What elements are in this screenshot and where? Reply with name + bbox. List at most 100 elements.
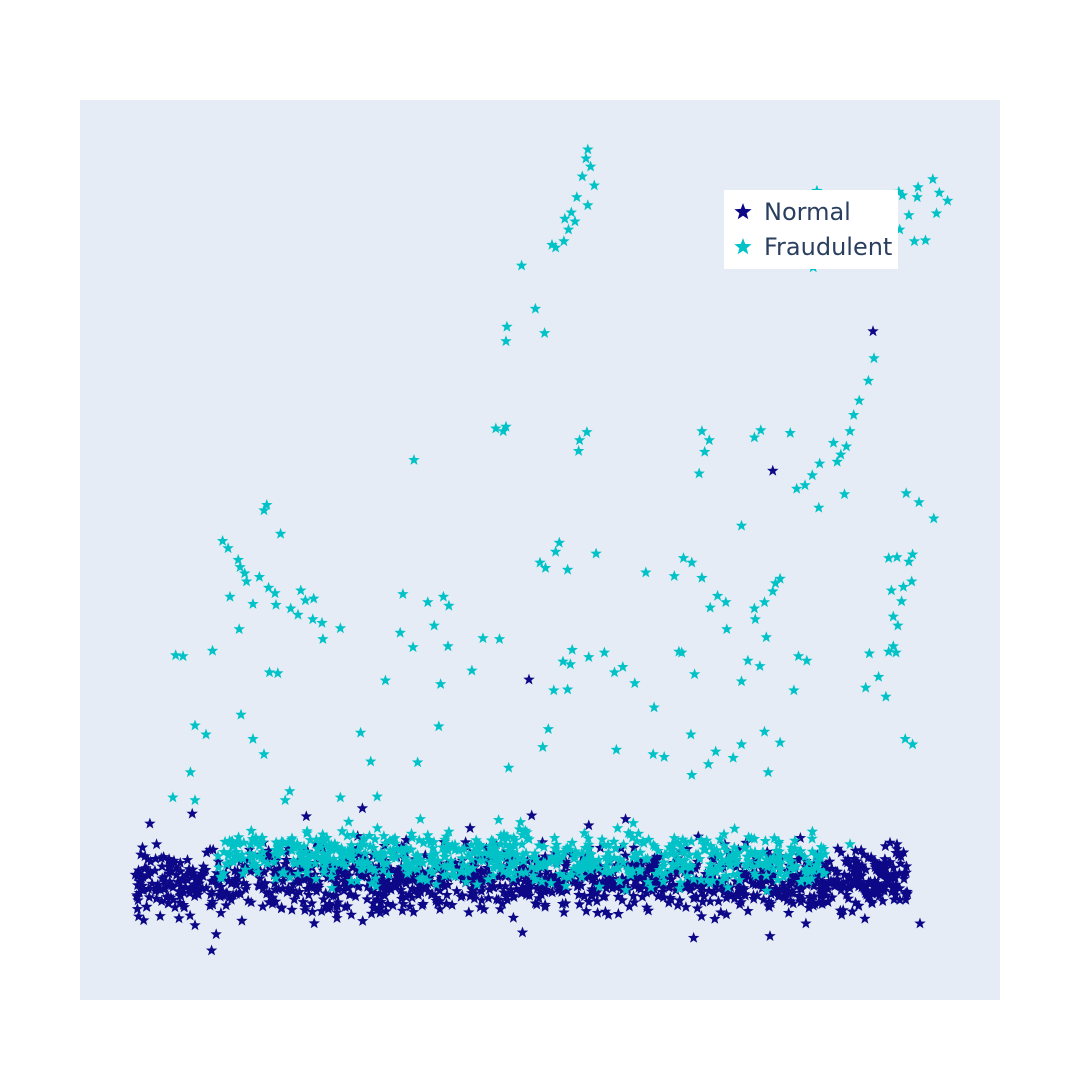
point-fraudulent xyxy=(427,849,439,861)
point-normal xyxy=(451,885,463,896)
point-normal xyxy=(620,875,632,886)
point-normal xyxy=(259,877,271,888)
legend[interactable]: Normal Fraudulent xyxy=(724,190,898,269)
point-fraudulent xyxy=(760,869,772,881)
point-normal xyxy=(406,891,418,903)
point-normal xyxy=(629,880,641,891)
point-fraudulent xyxy=(704,858,717,870)
point-normal xyxy=(597,875,609,887)
point-fraudulent xyxy=(413,834,425,846)
point-fraudulent xyxy=(432,861,444,873)
point-fraudulent xyxy=(568,862,580,874)
point-normal xyxy=(415,878,427,890)
point-fraudulent xyxy=(814,457,826,469)
legend-label-normal[interactable]: Normal xyxy=(764,198,851,226)
point-normal xyxy=(174,857,186,868)
point-normal xyxy=(313,875,325,887)
point-normal xyxy=(679,881,691,893)
point-normal xyxy=(173,912,185,924)
point-normal xyxy=(494,880,506,891)
point-normal xyxy=(858,848,870,860)
point-fraudulent xyxy=(712,860,725,872)
point-fraudulent xyxy=(251,836,263,848)
point-normal xyxy=(322,871,334,883)
point-normal xyxy=(299,901,311,912)
point-fraudulent xyxy=(422,829,434,841)
point-normal xyxy=(763,873,776,885)
point-normal xyxy=(186,807,198,819)
point-fraudulent xyxy=(322,848,335,859)
point-fraudulent xyxy=(704,877,716,889)
point-normal xyxy=(353,869,365,881)
point-normal xyxy=(215,907,227,918)
point-normal xyxy=(432,875,444,887)
point-normal xyxy=(476,894,488,905)
point-normal xyxy=(704,895,716,907)
point-fraudulent xyxy=(389,837,401,849)
point-fraudulent xyxy=(666,843,679,855)
point-normal xyxy=(262,844,275,856)
point-fraudulent xyxy=(696,571,708,583)
point-normal xyxy=(373,903,385,915)
point-normal xyxy=(398,871,410,882)
point-fraudulent xyxy=(525,861,538,872)
point-fraudulent xyxy=(387,848,399,860)
point-fraudulent xyxy=(411,863,423,875)
point-normal xyxy=(841,856,854,868)
point-normal xyxy=(367,897,380,909)
point-fraudulent xyxy=(774,736,786,748)
point-normal xyxy=(541,866,553,877)
point-normal xyxy=(767,877,779,889)
point-fraudulent xyxy=(610,743,623,755)
point-normal xyxy=(138,914,150,926)
point-normal xyxy=(419,849,431,861)
point-normal xyxy=(468,892,481,904)
point-normal xyxy=(291,888,303,900)
point-fraudulent xyxy=(566,836,578,848)
point-normal xyxy=(764,930,776,941)
point-normal xyxy=(898,867,910,879)
point-fraudulent xyxy=(309,857,321,869)
point-fraudulent xyxy=(300,858,313,870)
point-fraudulent xyxy=(780,850,792,862)
point-fraudulent xyxy=(803,875,815,887)
point-normal xyxy=(617,872,629,884)
point-fraudulent xyxy=(496,847,508,859)
point-fraudulent xyxy=(770,844,783,856)
point-fraudulent xyxy=(507,847,519,859)
point-fraudulent xyxy=(919,234,932,246)
point-fraudulent xyxy=(500,420,512,432)
point-fraudulent xyxy=(582,199,594,211)
point-fraudulent xyxy=(748,602,761,614)
point-fraudulent xyxy=(428,859,440,870)
point-fraudulent xyxy=(590,547,602,559)
point-fraudulent xyxy=(671,848,683,859)
point-fraudulent xyxy=(564,658,577,670)
point-fraudulent xyxy=(778,870,790,882)
point-normal xyxy=(310,837,322,849)
point-fraudulent xyxy=(508,866,520,878)
point-normal xyxy=(616,894,628,906)
point-fraudulent xyxy=(316,850,329,862)
point-fraudulent xyxy=(705,848,718,860)
point-normal xyxy=(238,877,250,888)
point-normal xyxy=(270,853,283,865)
point-normal xyxy=(533,892,545,904)
point-fraudulent xyxy=(369,864,381,876)
point-normal xyxy=(507,911,520,923)
point-normal xyxy=(763,896,775,907)
point-normal xyxy=(210,928,222,940)
point-fraudulent xyxy=(608,851,620,863)
point-fraudulent xyxy=(465,839,478,851)
point-fraudulent xyxy=(741,850,753,862)
point-fraudulent xyxy=(798,872,811,884)
point-normal xyxy=(434,895,446,906)
point-normal xyxy=(331,912,343,923)
point-fraudulent xyxy=(758,725,771,737)
point-normal xyxy=(540,872,552,883)
point-fraudulent xyxy=(247,598,259,609)
point-normal xyxy=(338,868,350,880)
point-normal xyxy=(742,905,754,916)
legend-label-fraudulent[interactable]: Fraudulent xyxy=(764,233,892,261)
point-normal xyxy=(306,905,319,917)
